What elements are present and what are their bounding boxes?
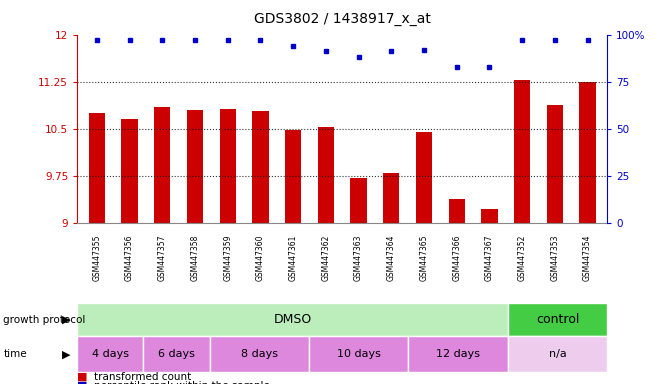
Text: GSM447360: GSM447360 <box>256 235 265 281</box>
Text: 10 days: 10 days <box>337 349 380 359</box>
Text: n/a: n/a <box>549 349 566 359</box>
Bar <box>508 303 607 336</box>
Text: growth protocol: growth protocol <box>3 314 86 325</box>
Bar <box>252 111 268 223</box>
Bar <box>409 336 508 372</box>
Text: ■: ■ <box>77 381 88 384</box>
Bar <box>317 127 334 223</box>
Text: GSM447365: GSM447365 <box>419 235 429 281</box>
Text: GSM447352: GSM447352 <box>518 235 527 281</box>
Bar <box>154 107 170 223</box>
Bar <box>416 132 432 223</box>
Bar <box>219 109 236 223</box>
Text: percentile rank within the sample: percentile rank within the sample <box>94 381 270 384</box>
Text: control: control <box>536 313 579 326</box>
Text: GSM447361: GSM447361 <box>289 235 298 281</box>
Bar <box>350 177 367 223</box>
Bar <box>547 105 563 223</box>
Text: GSM447358: GSM447358 <box>191 235 199 281</box>
Text: GSM447362: GSM447362 <box>321 235 330 281</box>
Text: DMSO: DMSO <box>273 313 311 326</box>
Text: ▶: ▶ <box>62 314 70 325</box>
Text: ▶: ▶ <box>62 349 70 359</box>
Text: GSM447357: GSM447357 <box>158 235 166 281</box>
Text: GSM447355: GSM447355 <box>93 235 101 281</box>
Bar <box>209 336 309 372</box>
Text: 4 days: 4 days <box>92 349 129 359</box>
Text: GSM447354: GSM447354 <box>583 235 592 281</box>
Text: 12 days: 12 days <box>436 349 480 359</box>
Text: 8 days: 8 days <box>241 349 278 359</box>
Bar <box>481 209 498 223</box>
Text: GSM447359: GSM447359 <box>223 235 232 281</box>
Bar <box>144 336 209 372</box>
Text: transformed count: transformed count <box>94 372 191 382</box>
Bar <box>508 336 607 372</box>
Bar <box>121 119 138 223</box>
Bar <box>514 80 530 223</box>
Text: GSM447366: GSM447366 <box>452 235 461 281</box>
Text: ■: ■ <box>77 372 88 382</box>
Text: GSM447364: GSM447364 <box>386 235 396 281</box>
Bar <box>383 172 399 223</box>
Bar <box>77 303 508 336</box>
Text: time: time <box>3 349 27 359</box>
Bar <box>89 113 105 223</box>
Text: GDS3802 / 1438917_x_at: GDS3802 / 1438917_x_at <box>254 12 431 25</box>
Bar <box>309 336 409 372</box>
Text: 6 days: 6 days <box>158 349 195 359</box>
Bar <box>580 82 596 223</box>
Bar <box>187 110 203 223</box>
Bar <box>285 130 301 223</box>
Bar <box>77 336 144 372</box>
Text: GSM447356: GSM447356 <box>125 235 134 281</box>
Text: GSM447367: GSM447367 <box>485 235 494 281</box>
Text: GSM447363: GSM447363 <box>354 235 363 281</box>
Bar <box>448 199 465 223</box>
Text: GSM447353: GSM447353 <box>550 235 560 281</box>
